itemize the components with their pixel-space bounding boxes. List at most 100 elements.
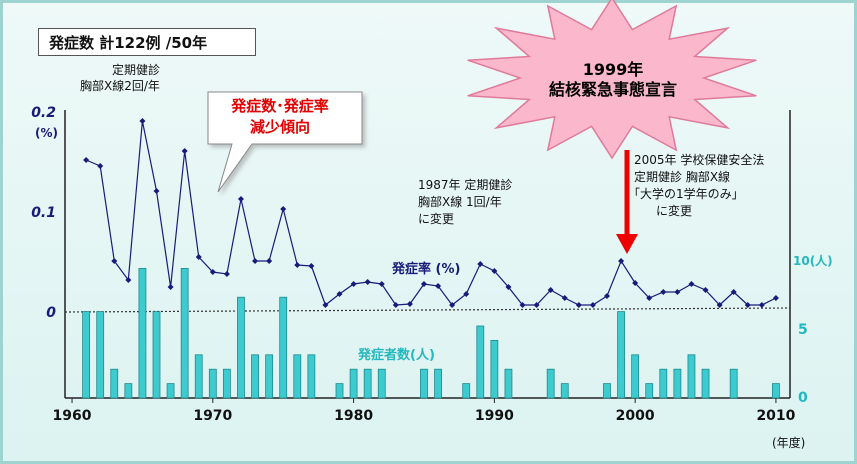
rate-point-1989	[477, 261, 484, 267]
rate-point-2007	[730, 289, 737, 295]
x-tick-label-1980: 1980	[334, 408, 373, 424]
rate-point-1973	[252, 258, 259, 264]
bar-1998	[603, 383, 611, 399]
bar-1961	[82, 311, 91, 399]
bar-1975	[279, 296, 288, 399]
rate-point-1968	[181, 148, 188, 154]
rate-point-1986	[435, 283, 442, 289]
rate-point-1961	[83, 157, 90, 163]
rate-point-1969	[195, 254, 202, 260]
bar-1966	[152, 311, 161, 399]
chart-title: 発症数 計122例 /50年	[38, 28, 256, 56]
bar-1977	[307, 354, 316, 399]
rate-point-1963	[111, 258, 118, 264]
bar-1963	[110, 368, 119, 399]
bar-1995	[560, 383, 569, 399]
rate-point-1998	[603, 293, 610, 299]
rate-point-1994	[547, 287, 554, 293]
rate-point-1964	[125, 277, 132, 283]
rate-point-1974	[266, 258, 273, 264]
bar-1974	[265, 354, 274, 399]
x-tick-label-1960: 1960	[53, 408, 92, 424]
annotation-2005-line2: 定期健診 胸部X線	[634, 170, 731, 184]
annotation-2005-line3: 「大学の1学年のみ」	[628, 187, 744, 201]
x-axis-label: (年度)	[772, 436, 806, 450]
bar-1990	[490, 339, 499, 399]
rate-point-1995	[561, 295, 568, 301]
annotation-1987-line3: に変更	[418, 212, 455, 226]
bar-1985	[420, 368, 428, 399]
bar-2004	[687, 354, 696, 399]
star-line1: 1999年	[582, 60, 644, 79]
rate-point-1977	[308, 263, 315, 269]
rate-point-1966	[153, 188, 160, 194]
bar-1988	[462, 383, 471, 399]
legend-rate: 発症率 (%)	[392, 262, 461, 277]
bar-1976	[293, 354, 302, 399]
rate-point-2004	[688, 281, 695, 287]
bar-1969	[194, 354, 203, 399]
rate-point-2010	[772, 295, 779, 301]
bar-1981	[363, 368, 372, 399]
annotation-1987-line1: 1987年 定期健診	[418, 178, 513, 192]
rate-point-1970	[209, 269, 216, 275]
rate-point-1962	[97, 163, 104, 169]
x-tick-label-2010: 2010	[756, 408, 795, 424]
arrow-1999	[616, 150, 638, 254]
annotation-2005-line1: 2005年 学校保健安全法	[634, 153, 765, 167]
left-tick-label-0: 0.2	[31, 105, 56, 121]
bar-1986	[434, 368, 442, 399]
bar-1962	[96, 311, 105, 399]
bar-2003	[673, 368, 682, 399]
bar-1964	[124, 383, 133, 399]
x-tick-label-2000: 2000	[616, 408, 655, 424]
rate-point-1987	[449, 302, 456, 308]
rate-point-1978	[322, 302, 329, 308]
left-tick-label-2: 0	[46, 305, 56, 321]
star-line2: 結核緊急事態宣言	[548, 80, 677, 99]
rate-point-1990	[491, 268, 498, 274]
right-tick-label-0: 5	[798, 322, 808, 338]
rate-point-1993	[533, 302, 540, 308]
bar-1968	[180, 267, 189, 399]
rate-point-1988	[463, 291, 470, 297]
rate-point-1991	[505, 284, 512, 290]
rate-point-2003	[674, 289, 681, 295]
bar-1967	[166, 383, 175, 399]
rate-point-2001	[646, 295, 653, 301]
callout-line1: 発症数･発症率	[231, 97, 329, 115]
rate-point-1967	[167, 284, 174, 290]
left-axis-unit: (%)	[35, 126, 58, 140]
bar-1973	[251, 354, 259, 399]
rate-point-1979	[336, 291, 343, 297]
rate-point-1981	[364, 279, 371, 285]
annotation-1960-line2: 胸部X線2回/年	[80, 79, 160, 93]
bar-1982	[377, 368, 386, 399]
rate-point-2005	[702, 287, 709, 293]
bar-2001	[645, 383, 654, 399]
right-tick-label-1: 0	[798, 390, 808, 406]
annotation-1987-line2: 胸部X線 1回/年	[418, 195, 502, 209]
rate-point-2008	[744, 302, 751, 308]
callout-bubble	[207, 91, 363, 193]
bar-1965	[138, 267, 147, 399]
rate-point-1992	[519, 302, 526, 308]
rate-point-1976	[294, 262, 301, 268]
bar-1980	[349, 368, 358, 399]
rate-point-2000	[632, 280, 639, 286]
annotation-1960-line1: 定期健診	[112, 63, 161, 77]
bar-2000	[631, 354, 640, 399]
rate-point-2009	[758, 302, 765, 308]
rate-point-1983	[392, 302, 399, 308]
rate-point-1984	[406, 301, 413, 307]
right-axis-unit: 10(人)	[793, 254, 833, 268]
rate-point-2006	[716, 302, 723, 308]
callout-line2: 減少傾向	[249, 118, 310, 136]
x-tick-label-1970: 1970	[193, 408, 232, 424]
star-text: 1999年 結核緊急事態宣言	[508, 60, 718, 100]
bar-1991	[504, 368, 513, 399]
callout-text: 発症数･発症率 減少傾向	[205, 96, 355, 138]
rate-point-1999	[618, 258, 625, 264]
x-tick-label-1990: 1990	[475, 408, 514, 424]
